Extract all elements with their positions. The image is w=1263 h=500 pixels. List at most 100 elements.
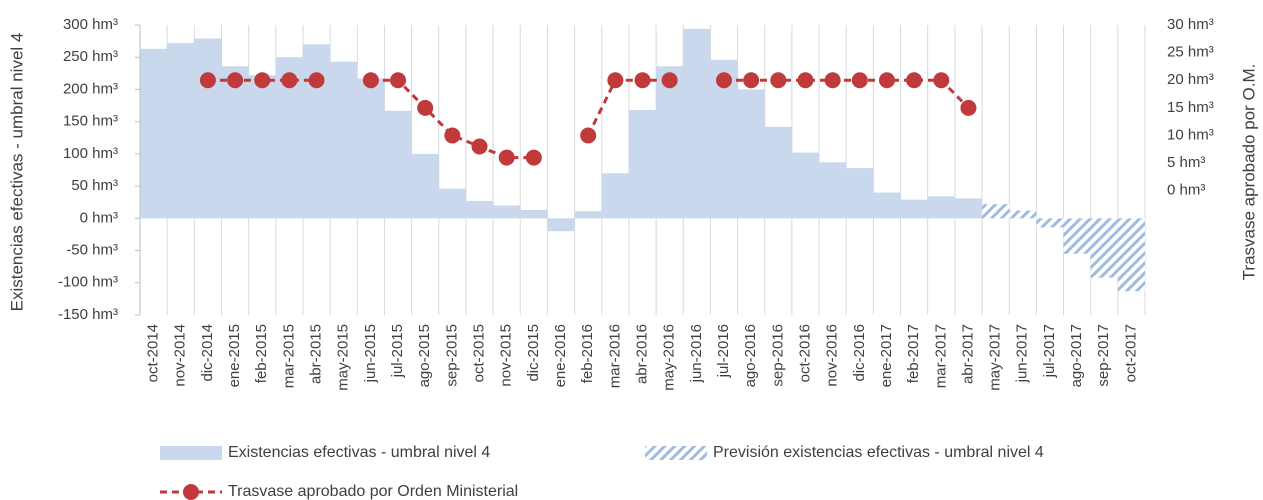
- line-marker: [199, 72, 216, 89]
- x-tick-label: may-2017: [987, 324, 1004, 391]
- bar: [819, 162, 847, 219]
- line-marker: [743, 72, 760, 89]
- x-tick-label: ene-2015: [226, 324, 243, 387]
- y-tick-label: 250 hm³: [63, 48, 118, 65]
- bar: [791, 152, 820, 219]
- x-tick-label: feb-2017: [905, 324, 922, 383]
- y-tick-label: 50 hm³: [71, 177, 118, 194]
- legend-swatch: [645, 446, 707, 460]
- x-tick-label: oct-2014: [145, 324, 162, 382]
- x-tick-label: ago-2016: [742, 324, 759, 387]
- x-tick-label: dic-2015: [525, 324, 542, 382]
- x-tick-label: nov-2014: [172, 324, 189, 387]
- bar: [384, 110, 412, 219]
- bar: [1009, 210, 1037, 219]
- x-tick-label: dic-2016: [851, 324, 868, 382]
- x-tick-label: mar-2017: [932, 324, 949, 388]
- y-tick-label: -100 hm³: [58, 274, 118, 291]
- x-tick-label: ene-2017: [878, 324, 895, 387]
- x-tick-label: jul-2015: [389, 324, 406, 378]
- bar: [1036, 218, 1064, 228]
- line-marker: [390, 72, 407, 89]
- bar: [520, 209, 548, 219]
- bar: [248, 75, 276, 219]
- line-marker: [471, 138, 488, 155]
- y2-tick-label: 15 hm³: [1167, 99, 1214, 116]
- x-tick-label: jul-2016: [715, 324, 732, 378]
- line-marker: [362, 72, 379, 89]
- line-marker: [444, 127, 461, 144]
- line-marker: [498, 149, 515, 166]
- line-marker: [417, 99, 434, 116]
- y2-tick-label: 0 hm³: [1167, 182, 1205, 199]
- line-marker: [906, 72, 923, 89]
- x-tick-label: ago-2015: [416, 324, 433, 387]
- x-tick-label: mar-2016: [606, 324, 623, 388]
- x-tick-label: may-2015: [335, 324, 352, 391]
- x-tick-label: jul-2017: [1041, 324, 1058, 378]
- bar: [764, 126, 792, 219]
- line-marker: [661, 72, 678, 89]
- bar: [465, 200, 494, 219]
- line-marker: [824, 72, 841, 89]
- bar: [194, 38, 222, 219]
- bar: [357, 78, 385, 219]
- x-tick-label: jun-2017: [1014, 324, 1031, 383]
- x-tick-label: dic-2014: [199, 324, 216, 382]
- y2-tick-label: 30 hm³: [1167, 16, 1214, 33]
- line-marker: [715, 72, 732, 89]
- bar: [302, 44, 331, 219]
- bar: [493, 205, 521, 219]
- bar: [601, 173, 629, 219]
- bar: [438, 188, 466, 219]
- bar: [737, 89, 765, 219]
- line-marker: [607, 72, 624, 89]
- x-tick-label: sep-2015: [443, 324, 460, 387]
- x-tick-label: oct-2016: [796, 324, 813, 382]
- bar: [900, 199, 928, 219]
- line-marker: [878, 72, 895, 89]
- x-tick-label: jun-2016: [688, 324, 705, 383]
- x-tick-label: nov-2016: [824, 324, 841, 387]
- bar: [927, 196, 955, 219]
- legend-swatch-marker: [183, 484, 199, 500]
- bar: [954, 198, 983, 219]
- x-tick-label: nov-2015: [498, 324, 515, 387]
- line-marker: [254, 72, 271, 89]
- x-tick-label: abr-2016: [633, 324, 650, 384]
- line-marker: [281, 72, 298, 89]
- x-tick-label: may-2016: [661, 324, 678, 391]
- bar: [167, 43, 195, 219]
- x-tick-label: feb-2015: [253, 324, 270, 383]
- line-marker: [227, 72, 244, 89]
- y2-tick-label: 5 hm³: [1167, 154, 1205, 171]
- legend-label: Previsión existencias efectivas - umbral…: [713, 444, 1044, 461]
- line-marker: [960, 99, 977, 116]
- x-tick-label: feb-2016: [579, 324, 596, 383]
- y-tick-label: -50 hm³: [66, 242, 118, 259]
- x-tick-label: abr-2015: [308, 324, 325, 384]
- bar: [140, 48, 168, 219]
- y-tick-label: 200 hm³: [63, 80, 118, 97]
- bar: [628, 110, 657, 219]
- bar: [547, 218, 575, 232]
- x-tick-label: oct-2015: [470, 324, 487, 382]
- legend-label: Existencias efectivas - umbral nivel 4: [228, 444, 490, 461]
- line-marker: [580, 127, 597, 144]
- line-marker: [525, 149, 542, 166]
- line-segment: [586, 78, 670, 137]
- line-marker: [797, 72, 814, 89]
- bar: [1090, 218, 1118, 278]
- legend-swatch: [160, 446, 222, 460]
- x-tick-label: oct-2017: [1122, 324, 1139, 382]
- line-marker: [851, 72, 868, 89]
- y-tick-label: 100 hm³: [63, 145, 118, 162]
- bar: [683, 28, 711, 219]
- bar: [656, 66, 684, 219]
- line-marker: [634, 72, 651, 89]
- y-axis-label: Existencias efectivas - umbral nivel 4: [7, 33, 26, 312]
- y2-axis-label: Trasvase aprobado por O.M.: [1239, 64, 1258, 281]
- x-tick-label: sep-2017: [1095, 324, 1112, 387]
- line-marker: [308, 72, 325, 89]
- y2-tick-label: 10 hm³: [1167, 126, 1214, 143]
